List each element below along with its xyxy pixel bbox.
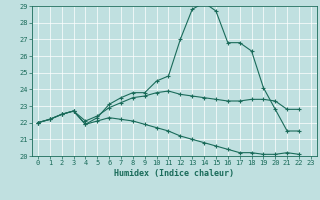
X-axis label: Humidex (Indice chaleur): Humidex (Indice chaleur) <box>115 169 234 178</box>
